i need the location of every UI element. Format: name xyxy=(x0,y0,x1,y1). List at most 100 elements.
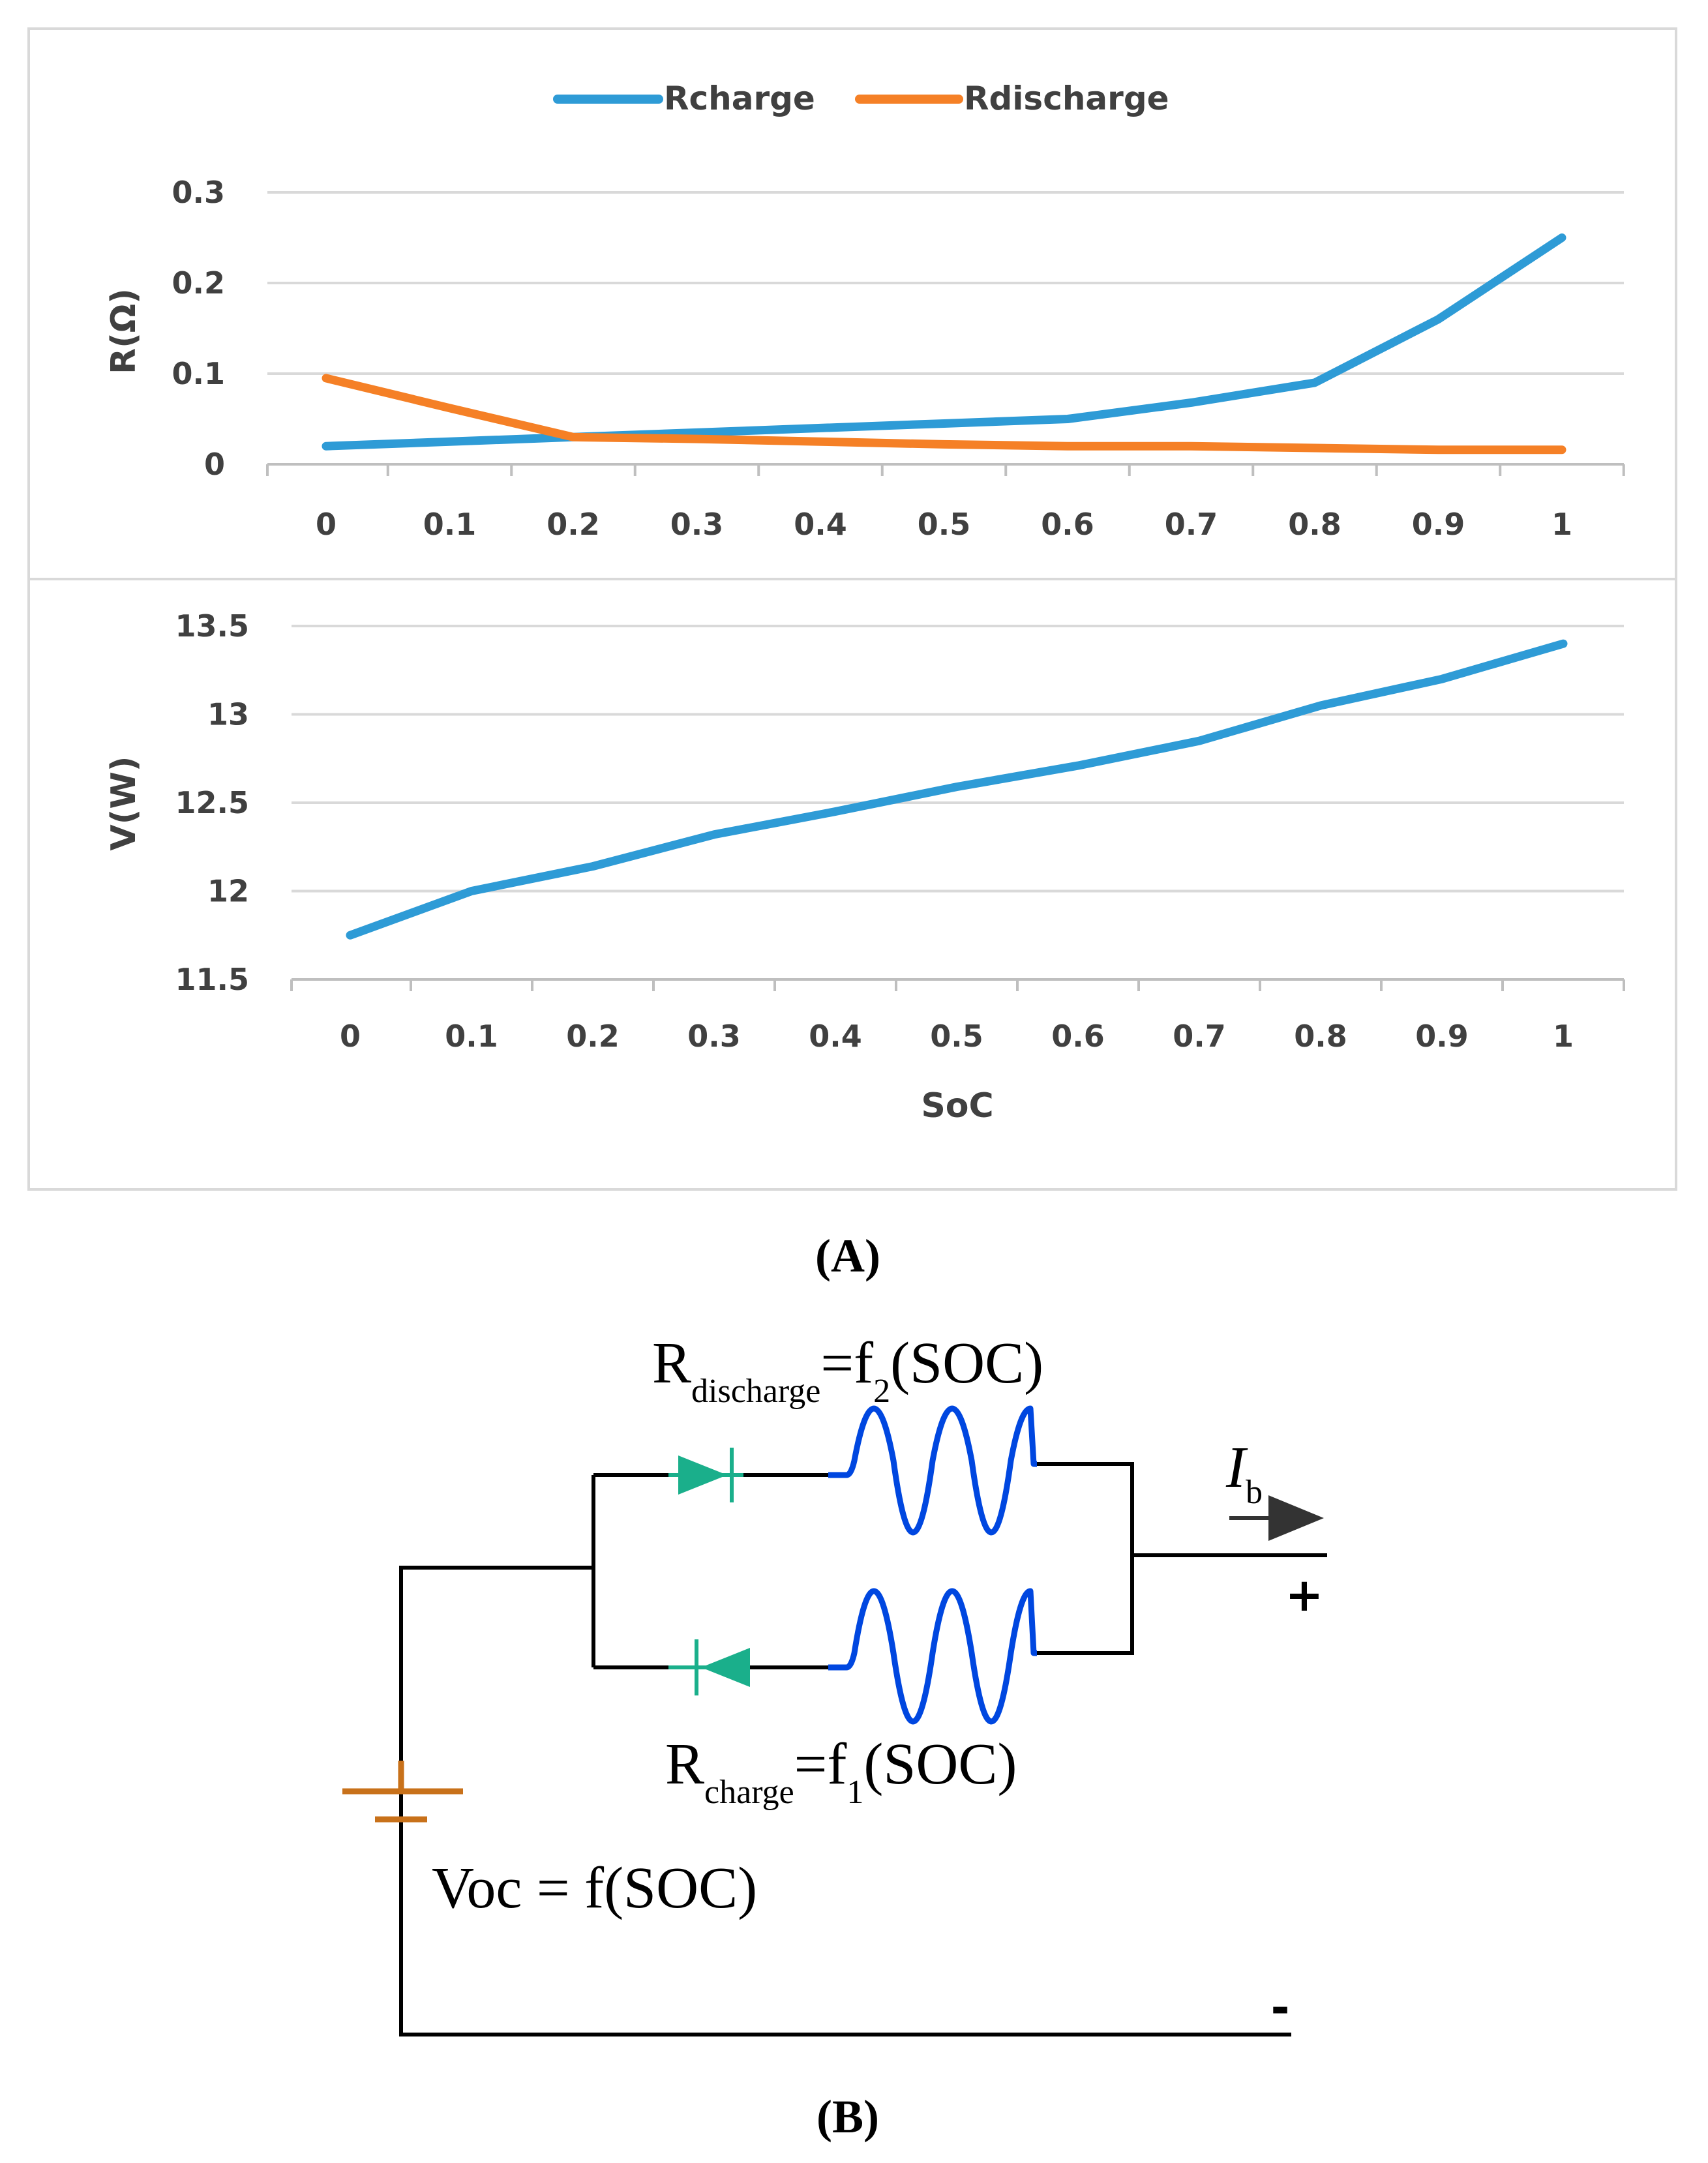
voltage-x-tick-label: 0.8 xyxy=(1294,1019,1347,1054)
resistor-charge xyxy=(828,1588,1037,1725)
voltage-y-ticks: 11.5 12 12.5 13 13.5 xyxy=(175,608,250,997)
voltage-y-axis-label: V(W) xyxy=(104,756,143,850)
data-point-rdischarge xyxy=(1314,447,1315,449)
voltage-x-tick-label: 0.7 xyxy=(1173,1019,1226,1054)
data-point-voc xyxy=(956,786,957,788)
voltage-x-ticks: 0 0.1 0.2 0.3 0.4 0.5 0.6 0.7 0.8 0.9 1 xyxy=(290,979,1625,1054)
resistance-x-tick-label: 0.7 xyxy=(1165,507,1218,542)
legend-label-rcharge: Rcharge xyxy=(664,80,815,117)
data-point-rdischarge xyxy=(697,438,698,440)
resistance-x-tick-label: 0.8 xyxy=(1288,507,1341,542)
data-point-voc xyxy=(350,934,351,936)
voltage-x-tick-label: 0.1 xyxy=(445,1019,498,1054)
legend-label-rdischarge: Rdischarge xyxy=(964,80,1169,117)
data-point-voc xyxy=(1441,678,1443,679)
resistance-x-tick-label: 0.1 xyxy=(423,507,477,542)
data-point-rdischarge xyxy=(573,436,574,438)
chart-panel xyxy=(27,27,1677,1191)
data-point-rcharge xyxy=(1561,237,1563,239)
negative-terminal-sign: - xyxy=(1270,1981,1289,2035)
resistance-x-tick-label: 0.6 xyxy=(1041,507,1094,542)
voltage-x-tick-label: 0.4 xyxy=(809,1019,862,1054)
resistance-x-tick-label: 0 xyxy=(316,507,337,542)
legend: Rcharge Rdischarge xyxy=(553,80,1169,117)
r-discharge-label: Rdischarge=f2(SOC) xyxy=(652,1331,1043,1410)
circuit-diagram: Rdischarge=f2(SOC) Rcharge=f1(SOC) Voc =… xyxy=(342,1331,1327,2036)
resistance-x-tick-label: 0.9 xyxy=(1412,507,1465,542)
current-arrow xyxy=(1229,1495,1324,1541)
resistance-chart: 0 0.1 0.2 0.3 0 0.1 0.2 0.3 0.4 0.5 0.6 0.7 0.8 0.9 1… xyxy=(104,80,1625,542)
resistance-x-ticks: 0 0.1 0.2 0.3 0.4 0.5 0.6 0.7 0.8 0.9 1 xyxy=(266,464,1625,542)
voltage-x-tick-label: 0.3 xyxy=(687,1019,741,1054)
voltage-series xyxy=(346,639,1568,940)
resistance-x-tick-label: 0.5 xyxy=(918,507,971,542)
data-point-rcharge xyxy=(1438,319,1439,320)
data-point-rcharge xyxy=(1314,382,1315,383)
voltage-gridlines xyxy=(292,625,1624,981)
resistance-y-ticks: 0 0.1 0.2 0.3 xyxy=(172,175,226,482)
voltage-x-axis-label: SoC xyxy=(921,1086,993,1126)
resistance-x-tick-label: 0.3 xyxy=(670,507,724,542)
data-point-voc xyxy=(592,866,593,867)
resistance-series xyxy=(322,233,1566,455)
data-point-rcharge xyxy=(820,427,821,428)
resistance-x-tick-label: 0.4 xyxy=(794,507,847,542)
current-label: Ib xyxy=(1225,1435,1263,1511)
voltage-y-tick-label: 11.5 xyxy=(175,962,250,997)
data-point-rdischarge xyxy=(1191,445,1192,447)
series-line-rdischarge xyxy=(322,374,1566,455)
caption-a: (A) xyxy=(815,1230,880,1282)
r-charge-label: Rcharge=f1(SOC) xyxy=(665,1732,1017,1811)
series-line-voc xyxy=(346,639,1568,940)
diode-charge xyxy=(668,1639,750,1695)
resistance-y-tick-label: 0.2 xyxy=(172,265,226,301)
voltage-y-tick-label: 13.5 xyxy=(175,608,250,644)
resistance-y-tick-label: 0 xyxy=(204,447,225,482)
voc-label: Voc = f(SOC) xyxy=(432,1856,757,1920)
data-point-rcharge xyxy=(944,423,945,424)
data-point-voc xyxy=(835,811,836,813)
data-point-rcharge xyxy=(1067,419,1068,420)
data-point-rdischarge xyxy=(944,443,945,445)
data-point-voc xyxy=(1320,705,1321,706)
voltage-y-tick-label: 13 xyxy=(207,697,249,732)
voltage-x-tick-label: 0 xyxy=(340,1019,361,1054)
data-point-rdischarge xyxy=(1438,449,1439,451)
resistance-y-tick-label: 0.3 xyxy=(172,175,226,210)
voltage-x-tick-label: 1 xyxy=(1553,1019,1574,1054)
data-point-rdischarge xyxy=(1561,449,1563,451)
resistor-discharge xyxy=(828,1405,1037,1536)
resistance-y-axis-label: R(Ω) xyxy=(104,288,143,374)
data-point-rdischarge xyxy=(325,378,327,379)
data-point-rdischarge xyxy=(449,408,451,409)
data-point-voc xyxy=(713,834,715,835)
wire-output-negative xyxy=(399,1819,1291,2036)
wire-parallel-right xyxy=(1034,1462,1134,1655)
resistance-gridlines xyxy=(267,191,1624,466)
voltage-x-tick-label: 0.5 xyxy=(930,1019,983,1054)
voltage-x-tick-label: 0.2 xyxy=(566,1019,620,1054)
data-point-voc xyxy=(1199,740,1200,741)
resistance-x-tick-label: 0.2 xyxy=(547,507,600,542)
data-point-voc xyxy=(1563,643,1564,644)
resistance-x-tick-label: 1 xyxy=(1551,507,1572,542)
voltage-y-tick-label: 12 xyxy=(207,874,249,909)
caption-b: (B) xyxy=(817,2091,879,2143)
data-point-rcharge xyxy=(1191,402,1192,403)
data-point-rdischarge xyxy=(820,441,821,442)
data-point-voc xyxy=(1077,765,1079,766)
diode-discharge xyxy=(668,1448,743,1502)
positive-terminal-sign: + xyxy=(1285,1568,1324,1622)
voltage-x-tick-label: 0.9 xyxy=(1415,1019,1469,1054)
voltage-y-tick-label: 12.5 xyxy=(175,785,250,820)
data-point-rcharge xyxy=(697,432,698,433)
voltage-x-tick-label: 0.6 xyxy=(1051,1019,1105,1054)
data-point-rcharge xyxy=(325,445,327,447)
data-point-rdischarge xyxy=(1067,445,1068,447)
battery-symbol xyxy=(342,1761,463,1823)
data-point-voc xyxy=(471,891,472,892)
resistance-y-tick-label: 0.1 xyxy=(172,356,226,391)
series-line-rcharge xyxy=(322,233,1566,451)
